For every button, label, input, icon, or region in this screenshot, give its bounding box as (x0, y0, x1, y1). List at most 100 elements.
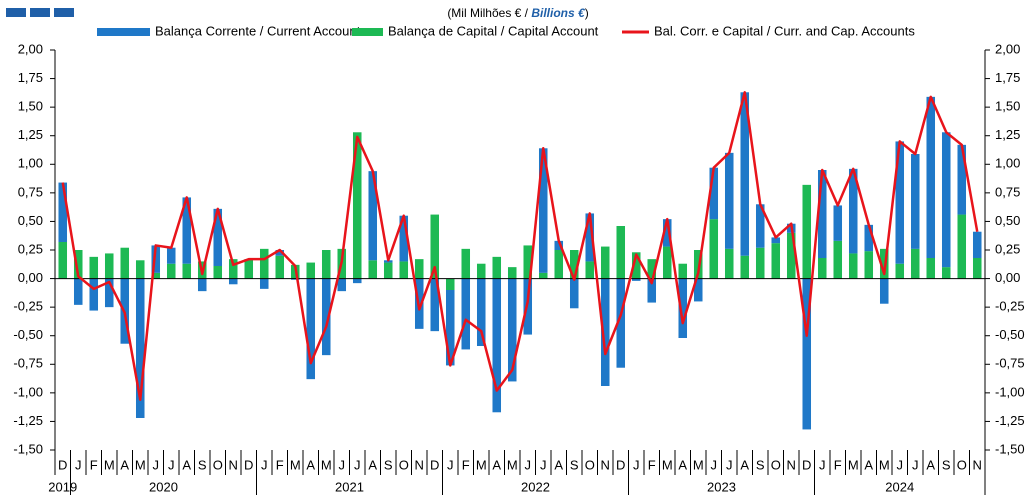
bar (228, 278, 238, 285)
bar (895, 141, 905, 264)
x-tick-label: A (368, 457, 377, 472)
bar (848, 253, 858, 279)
x-tick-label: J (726, 457, 733, 472)
year-label: 2022 (521, 479, 550, 494)
y2-tick-label: 1,50 (995, 99, 1020, 114)
bar (724, 248, 734, 279)
bar (802, 184, 812, 279)
y2-tick-label: -0,75 (995, 356, 1025, 371)
bar (321, 278, 331, 356)
bar (104, 278, 114, 308)
bar (895, 263, 905, 279)
bar (135, 260, 145, 279)
bar (926, 258, 936, 279)
bar (73, 250, 83, 279)
y-tick-label: 0,75 (18, 184, 43, 199)
x-tick-label: F (834, 457, 842, 472)
bar (538, 272, 548, 279)
x-tick-label: J (447, 457, 454, 472)
bar (399, 215, 409, 262)
subtitle-emphasis: Billions € (531, 6, 586, 20)
bar (678, 278, 688, 338)
bar (58, 182, 68, 242)
year-label: 2019 (48, 479, 77, 494)
bar (461, 278, 471, 350)
x-tick-label: M (321, 457, 332, 472)
bar (879, 278, 889, 304)
bar (461, 248, 471, 279)
bar (600, 278, 610, 386)
y-tick-label: 1,75 (18, 70, 43, 85)
y-tick-label: -1,25 (13, 413, 43, 428)
x-tick-label: A (740, 457, 749, 472)
bar (941, 132, 951, 268)
bar (662, 246, 672, 279)
x-tick-label: M (693, 457, 704, 472)
bar (554, 240, 564, 250)
x-tick-label: A (492, 457, 501, 472)
x-tick-label: D (802, 457, 811, 472)
bar (817, 258, 827, 279)
bar (678, 263, 688, 279)
y-tick-label: -0,50 (13, 327, 43, 342)
year-label: 2023 (707, 479, 736, 494)
y2-tick-label: -0,25 (995, 299, 1025, 314)
year-label: 2021 (335, 479, 364, 494)
y-tick-label: 1,25 (18, 127, 43, 142)
bar (476, 263, 486, 279)
y2-tick-label: 0,00 (995, 270, 1020, 285)
bar (910, 154, 920, 249)
bar (569, 278, 579, 309)
y2-tick-label: 1,25 (995, 127, 1020, 142)
bar (972, 231, 982, 258)
bar (724, 152, 734, 249)
bar (740, 255, 750, 279)
decoration (54, 8, 74, 17)
bar (151, 272, 161, 279)
x-tick-label: N (601, 457, 610, 472)
x-tick-label: A (182, 457, 191, 472)
x-tick-label: J (168, 457, 175, 472)
x-tick-label: N (415, 457, 424, 472)
bar (492, 278, 502, 413)
bar (864, 224, 874, 252)
x-tick-label: S (384, 457, 393, 472)
bar (507, 278, 517, 382)
x-tick-label: M (290, 457, 301, 472)
bar (58, 242, 68, 279)
bar (755, 247, 765, 279)
x-tick-label: S (756, 457, 765, 472)
bar (275, 255, 285, 279)
bar (73, 278, 83, 305)
x-tick-label: M (662, 457, 673, 472)
bar (197, 278, 207, 292)
bar (290, 278, 300, 280)
x-tick-label: J (75, 457, 82, 472)
bar (383, 262, 393, 279)
bar (771, 237, 781, 244)
line (61, 91, 979, 401)
y-tick-label: -1,50 (13, 441, 43, 456)
y-tick-label: 1,00 (18, 156, 43, 171)
x-tick-label: J (540, 457, 547, 472)
y-tick-label: 0,25 (18, 241, 43, 256)
x-tick-label: A (864, 457, 873, 472)
bar (352, 132, 362, 279)
bar (926, 96, 936, 258)
subtitle-text: (Mil Milhões € / (447, 6, 531, 20)
y-tick-label: 2,00 (18, 41, 43, 56)
x-tick-label: A (678, 457, 687, 472)
bar (89, 256, 99, 279)
x-tick-label: M (507, 457, 518, 472)
legend-label: Balança Corrente / Current Account (155, 23, 361, 38)
bar (166, 247, 176, 264)
legend-label: Bal. Corr. e Capital / Curr. and Cap. Ac… (654, 23, 915, 38)
bar (693, 278, 703, 302)
bar (554, 250, 564, 279)
x-tick-label: D (616, 457, 625, 472)
bar (910, 248, 920, 279)
bar (585, 213, 595, 262)
x-tick-label: O (585, 457, 595, 472)
bar (213, 266, 223, 279)
